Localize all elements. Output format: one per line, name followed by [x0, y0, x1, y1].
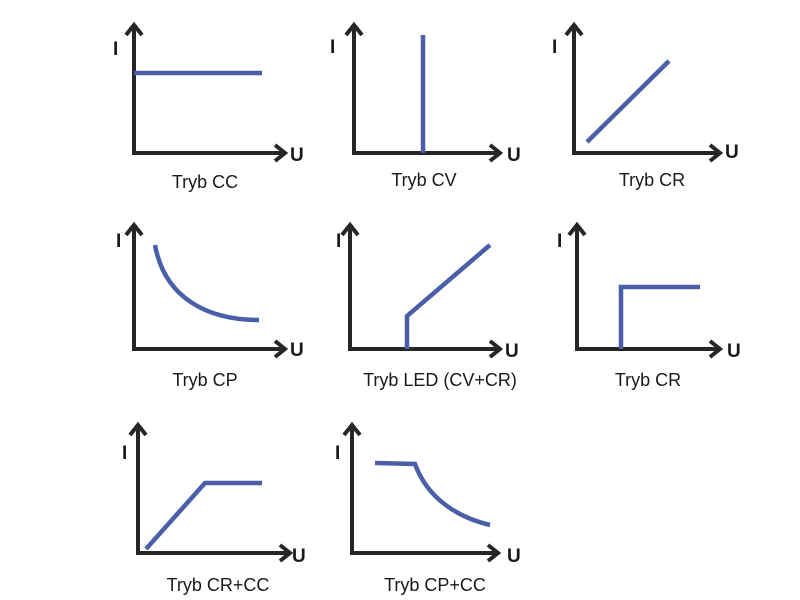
y-arrow-icon — [342, 421, 362, 437]
axes — [132, 25, 285, 155]
axes — [350, 425, 498, 555]
x-arrow-icon — [708, 143, 724, 163]
axes — [572, 25, 720, 155]
x-arrow-icon — [273, 143, 289, 163]
characteristic-curve — [152, 244, 260, 323]
x-axis-label: U — [290, 340, 304, 361]
panel-7: I U Tryb CR+CC — [122, 421, 306, 595]
panel-2: I U Tryb CV — [330, 21, 521, 190]
y-axis-label: I — [113, 39, 118, 60]
x-axis-label: U — [290, 145, 304, 166]
panel-caption: Tryb CV — [391, 170, 456, 190]
axes — [348, 225, 500, 351]
panel-3: I U Tryb CR — [552, 21, 739, 190]
x-arrow-icon — [273, 339, 289, 359]
x-axis-label: U — [507, 145, 521, 166]
y-arrow-icon — [124, 221, 144, 237]
panel-8: I U Tryb CP+CC — [335, 421, 521, 595]
panel-caption: Tryb CP+CC — [384, 575, 486, 595]
panel-caption: Tryb CP — [172, 370, 237, 390]
y-axis-label: I — [336, 231, 341, 252]
panel-caption: Tryb CC — [172, 172, 238, 192]
y-arrow-icon — [564, 21, 584, 37]
panel-caption: Tryb CR+CC — [167, 575, 270, 595]
characteristic-curve — [618, 284, 700, 349]
x-arrow-icon — [708, 339, 724, 359]
y-axis-label: I — [557, 231, 562, 252]
characteristic-curve — [374, 460, 491, 528]
panel-caption: Tryb LED (CV+CR) — [363, 370, 517, 390]
x-arrow-icon — [488, 339, 504, 359]
x-arrow-icon — [486, 543, 502, 563]
panel-5: I U Tryb LED (CV+CR) — [336, 221, 519, 390]
x-axis-label: U — [505, 341, 519, 362]
characteristic-curve — [585, 59, 671, 144]
x-axis-label: U — [507, 546, 521, 567]
characteristic-curve — [404, 243, 492, 349]
panel-6: I U Tryb CR — [557, 221, 741, 390]
panel-caption: Tryb CR — [619, 170, 685, 190]
y-arrow-icon — [344, 21, 364, 37]
panel-1: I U Tryb CC — [113, 21, 304, 192]
panel-4: I U Tryb CP — [116, 221, 304, 390]
x-arrow-icon — [488, 143, 504, 163]
y-axis-label: I — [335, 443, 340, 464]
axes — [575, 225, 720, 351]
y-axis-label: I — [552, 37, 557, 58]
axes — [132, 225, 285, 351]
x-axis-label: U — [725, 142, 739, 163]
panel-caption: Tryb CR — [615, 370, 681, 390]
characteristic-curve — [144, 480, 262, 551]
y-axis-label: I — [122, 443, 127, 464]
x-arrow-icon — [278, 543, 294, 563]
y-axis-label: I — [116, 231, 121, 252]
y-arrow-icon — [128, 421, 148, 437]
y-axis-label: I — [330, 37, 335, 58]
y-arrow-icon — [124, 21, 144, 37]
y-arrow-icon — [567, 221, 587, 237]
axes — [136, 425, 290, 555]
axes — [352, 25, 500, 155]
x-axis-label: U — [292, 546, 306, 567]
x-axis-label: U — [727, 341, 741, 362]
y-arrow-icon — [340, 221, 360, 237]
